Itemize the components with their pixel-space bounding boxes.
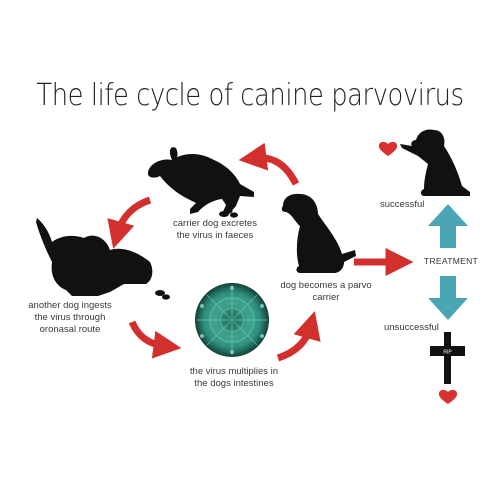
- arrow-ingest-to-multiply: [128, 320, 182, 359]
- arrow-carrier-to-excrete: [238, 142, 300, 186]
- caption-multiply-text: the virus multiplies in the dogs intesti…: [189, 366, 279, 389]
- caption-multiply: the virus multiplies in the dogs intesti…: [176, 366, 292, 390]
- arrow-treatment-successful: [428, 204, 468, 248]
- diagram-title: The life cycle of canine parvovirus: [36, 78, 464, 113]
- lying-dog-icon: [36, 218, 153, 296]
- arrow-excrete-to-ingest: [107, 196, 152, 249]
- heart-icon: [378, 141, 398, 156]
- arrow-treatment-unsuccessful: [428, 276, 468, 320]
- caption-excrete: carrier dog excretes the virus in faeces: [160, 218, 270, 242]
- arrow-multiply-to-carrier: [276, 311, 321, 362]
- caption-excrete-text: carrier dog excretes the virus in faeces: [173, 218, 257, 241]
- unsuccessful-label: unsuccessful: [384, 322, 439, 333]
- caption-carrier-text: dog becomes a parvo carrier: [280, 280, 372, 303]
- caption-carrier: dog becomes a parvo carrier: [276, 280, 376, 304]
- happy-dog-icon: [400, 129, 470, 196]
- heart-icon: [438, 389, 458, 404]
- successful-label: successful: [380, 199, 425, 210]
- faeces-icon: [219, 208, 238, 218]
- virus-particle-icon: [195, 283, 269, 357]
- squatting-dog-icon: [147, 147, 254, 214]
- treatment-label: TREATMENT: [424, 256, 479, 266]
- cross-label: RIP: [443, 350, 452, 356]
- carrier-dog-icon: [281, 193, 356, 273]
- rip-cross-icon: [430, 332, 465, 384]
- caption-ingest: another dog ingests the virus through or…: [20, 300, 120, 336]
- virus-droplets-icon: [155, 290, 170, 300]
- caption-ingest-text: another dog ingests the virus through or…: [28, 300, 112, 335]
